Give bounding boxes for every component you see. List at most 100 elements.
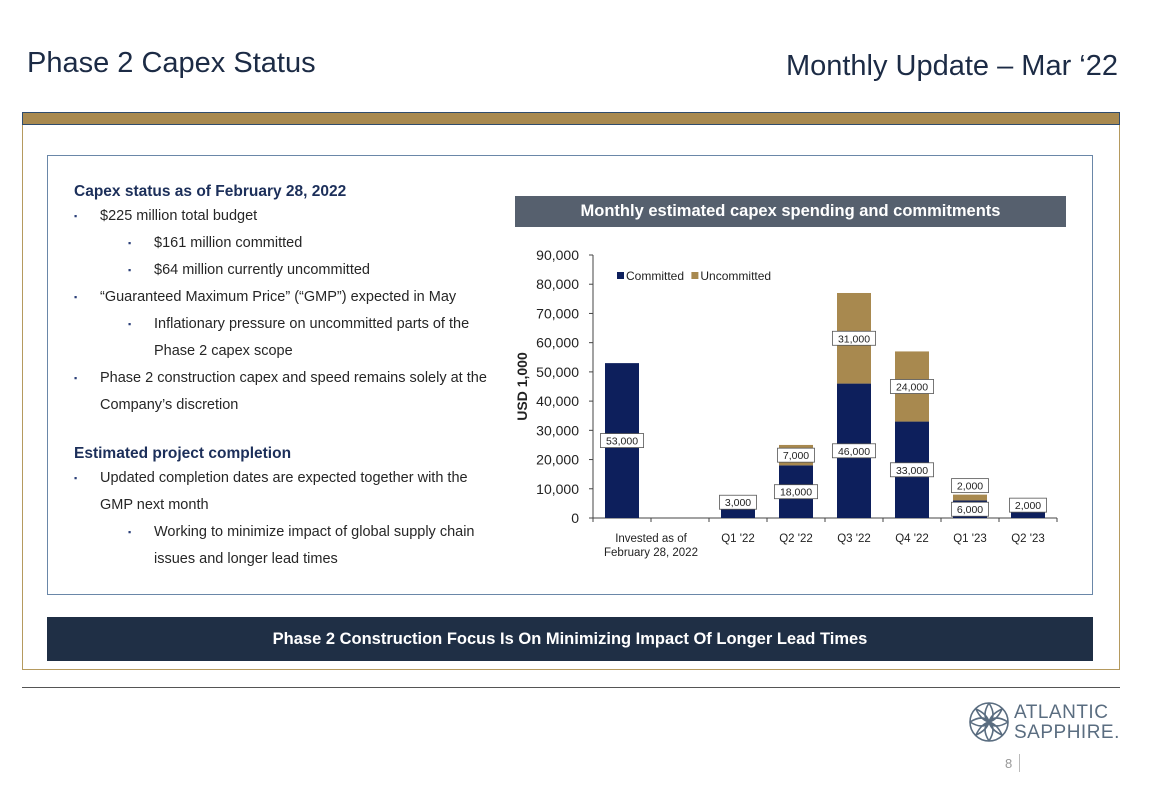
x-tick-label: Q3 '22: [837, 533, 871, 545]
data-label-box: [773, 484, 818, 500]
list-item: Phase 2 capex scope: [74, 338, 514, 365]
capex-bar-chart: 0 10,000 20,000 30,000 40,000 50,000 60,000 70,…: [514, 247, 1058, 559]
y-tick-label: 90,000: [536, 247, 579, 263]
data-label-box: [777, 447, 815, 463]
data-label: 7,000: [783, 450, 809, 462]
capex-status-list: ▪ $225 million total budget ▪ $161 million …: [74, 203, 514, 419]
data-label-box: [951, 501, 989, 517]
list-item: GMP next month: [74, 492, 514, 519]
list-item-text: Phase 2 construction capex and speed rem…: [100, 370, 487, 386]
bar-uncommitted: [953, 494, 987, 501]
y-tick-label: 60,000: [536, 335, 579, 351]
data-label: 24,000: [896, 382, 928, 394]
x-tick-label: Q2 '23: [1011, 533, 1045, 545]
conclusion-banner: Phase 2 Construction Focus Is On Minimiz…: [47, 617, 1093, 661]
data-label-box: [889, 379, 934, 394]
y-tick-label: 10,000: [536, 481, 579, 497]
bar-committed: [721, 509, 755, 518]
data-label: 46,000: [838, 446, 870, 458]
data-label: 31,000: [838, 333, 870, 345]
list-item-text: Inflationary pressure on uncommitted par…: [154, 316, 470, 332]
y-tick-label: 70,000: [536, 305, 579, 321]
bullet-icon: ▪: [128, 527, 132, 537]
bullet-icon: ▪: [128, 265, 132, 275]
list-item: ▪ Phase 2 construction capex and speed re…: [74, 365, 514, 392]
list-item-text: $64 million currently uncommitted: [154, 262, 370, 278]
legend-swatch: [691, 272, 699, 279]
x-tick-label: Q1 '22: [721, 533, 755, 545]
capex-status-heading: Capex status as of February 28, 2022: [74, 183, 347, 200]
list-item-text: “Guaranteed Maximum Price” (“GMP”) expec…: [100, 289, 457, 305]
list-item: ▪ $64 million currently uncommitted: [74, 257, 514, 284]
content-panel: [47, 155, 1093, 595]
list-item: ▪ Working to minimize impact of global su…: [74, 519, 514, 546]
bullet-icon: ▪: [74, 292, 78, 302]
y-tick-label: 20,000: [536, 452, 579, 468]
page-subtitle: Monthly Update – Mar ‘22: [785, 50, 1118, 82]
data-label-box: [719, 494, 757, 510]
list-item-text: $161 million committed: [154, 235, 303, 251]
list-item-text: Working to minimize impact of global sup…: [154, 524, 475, 540]
list-item: Company’s discretion: [74, 392, 514, 419]
x-tick-label: Q2 '22: [779, 533, 813, 545]
footer-rule: [22, 687, 1120, 688]
data-label-box: [831, 443, 876, 459]
data-label: 18,000: [780, 487, 812, 499]
data-label: 2,000: [957, 481, 983, 493]
page-number: 8: [1005, 756, 1013, 771]
list-item-text: Phase 2 capex scope: [154, 343, 293, 359]
bullet-icon: ▪: [128, 238, 132, 248]
bullet-icon: ▪: [128, 319, 132, 329]
x-tick-label: February 28, 2022: [604, 547, 698, 559]
slide-frame: [22, 112, 1120, 670]
bullet-icon: ▪: [74, 473, 78, 483]
legend-label: Uncommitted: [700, 269, 771, 283]
text-column: Capex status as of February 28, 2022 ▪ $2…: [74, 183, 514, 573]
y-tick-label: 80,000: [536, 276, 579, 292]
list-item: ▪ $225 million total budget: [74, 203, 514, 230]
list-item: ▪ “Guaranteed Maximum Price” (“GMP”) expe…: [74, 284, 514, 311]
list-item-text: GMP next month: [100, 497, 209, 513]
x-tick-label: Q4 '22: [895, 533, 929, 545]
data-label: 2,000: [1015, 500, 1041, 512]
list-item: ▪ $161 million committed: [74, 230, 514, 257]
data-label: 53,000: [606, 436, 638, 448]
y-tick-label: 30,000: [536, 422, 579, 438]
data-label: 33,000: [896, 465, 928, 477]
logo-line-1: ATLANTIC: [1014, 702, 1109, 723]
bullet-icon: ▪: [74, 373, 78, 383]
data-label-box: [951, 478, 989, 494]
list-item-text: Updated completion dates are expected to…: [100, 470, 468, 486]
list-item: issues and longer lead times: [74, 546, 514, 573]
data-label-box: [831, 330, 876, 346]
list-item-text: $225 million total budget: [100, 208, 258, 224]
legend-label: Committed: [626, 269, 684, 283]
chart-title: Monthly estimated capex spending and com…: [515, 196, 1066, 227]
y-axis-label: USD 1,000: [514, 352, 530, 421]
page-number-divider: [1019, 754, 1020, 772]
list-item: ▪ Updated completion dates are expected t…: [74, 465, 514, 492]
data-label: 6,000: [957, 504, 983, 516]
list-item-text: Company’s discretion: [100, 397, 239, 413]
page-title: Phase 2 Capex Status: [27, 47, 316, 79]
logo-wordmark: ATLANTIC SAPPHIRE.: [1014, 703, 1120, 743]
bullet-icon: ▪: [74, 211, 78, 221]
logo-line-2: SAPPHIRE.: [1014, 722, 1120, 743]
x-tick-label: Invested as of: [615, 533, 687, 545]
data-label-box: [889, 462, 934, 478]
y-tick-label: 50,000: [536, 364, 579, 380]
completion-heading: Estimated project completion: [74, 445, 292, 462]
data-label: 3,000: [725, 497, 751, 509]
data-label-box: [600, 433, 645, 448]
list-item-text: issues and longer lead times: [154, 551, 338, 567]
data-label-box: [1009, 497, 1047, 513]
completion-list: ▪ Updated completion dates are expected t…: [74, 465, 514, 573]
y-tick-label: 0: [571, 510, 579, 526]
y-tick-label: 40,000: [536, 393, 579, 409]
list-item: ▪ Inflationary pressure on uncommitted pa…: [74, 311, 514, 338]
header-bar: [22, 112, 1120, 125]
bar-committed: [1011, 512, 1045, 518]
atlantic-sapphire-logo-icon: [969, 702, 1009, 742]
legend-swatch: [617, 272, 624, 279]
x-tick-label: Q1 '23: [953, 533, 987, 545]
